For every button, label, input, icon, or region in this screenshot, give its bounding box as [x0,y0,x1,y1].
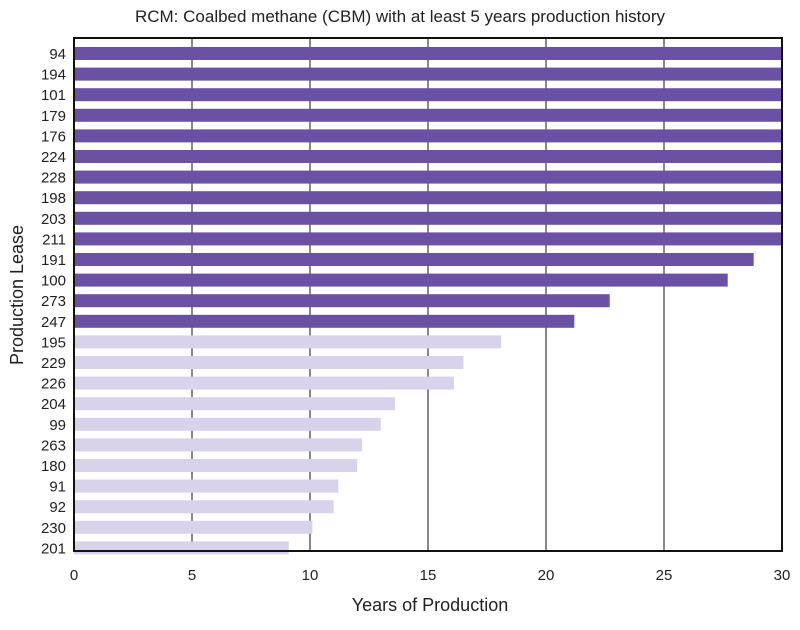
y-tick-label: 230 [41,520,66,537]
bar-194 [74,67,782,81]
bar-211 [74,232,782,246]
y-tick-label: 228 [41,170,66,187]
y-tick-label: 229 [41,355,66,372]
bar-204 [74,397,395,411]
bar-92 [74,500,334,514]
x-tick-label: 15 [420,567,437,584]
x-tick-label: 30 [774,567,791,584]
bar-263 [74,438,362,452]
x-tick-label: 10 [302,567,319,584]
bar-99 [74,417,381,431]
y-tick-label: 92 [49,499,66,516]
bar-201 [74,541,289,555]
y-tick-label: 203 [41,211,66,228]
y-tick-label: 263 [41,437,66,454]
chart-title: RCM: Coalbed methane (CBM) with at least… [135,7,666,26]
bar-273 [74,294,610,308]
y-tick-label: 198 [41,190,66,207]
bar-179 [74,108,782,122]
bar-229 [74,356,464,369]
y-tick-label: 94 [49,46,66,63]
y-tick-label: 91 [49,479,66,496]
bar-101 [74,88,782,102]
y-tick-label: 101 [41,87,66,104]
y-tick-label: 224 [41,149,66,166]
bar-226 [74,376,454,390]
y-tick-label: 201 [41,540,66,557]
x-tick-label: 20 [538,567,555,584]
y-axis-title: Production Lease [7,225,27,365]
bar-198 [74,191,782,205]
x-axis-title: Years of Production [352,595,508,615]
y-tick-label: 99 [49,417,66,434]
bar-176 [74,129,782,143]
bar-228 [74,170,782,184]
bar-191 [74,253,754,266]
y-tick-label: 226 [41,376,66,393]
y-tick-label: 194 [41,67,66,84]
bar-203 [74,211,782,225]
x-tick-label: 5 [188,567,196,584]
y-tick-label: 195 [41,334,66,351]
y-tick-label: 247 [41,314,66,331]
bar-91 [74,479,339,493]
y-tick-label: 176 [41,128,66,145]
bar-247 [74,314,575,328]
y-tick-label: 211 [42,231,66,248]
x-tick-label: 25 [656,567,673,584]
bar-100 [74,273,728,287]
bar-195 [74,335,502,349]
bar-230 [74,520,313,534]
plot-frame [73,37,783,552]
x-tick-label: 0 [70,567,78,584]
y-tick-label: 191 [41,252,66,269]
bar-224 [74,150,782,163]
y-tick-label: 273 [41,293,66,310]
bar-180 [74,459,358,472]
y-tick-label: 204 [41,396,66,413]
y-tick-label: 100 [41,273,66,290]
y-tick-label: 179 [41,108,66,125]
y-tick-label: 180 [41,458,66,475]
bar-94 [74,47,782,60]
